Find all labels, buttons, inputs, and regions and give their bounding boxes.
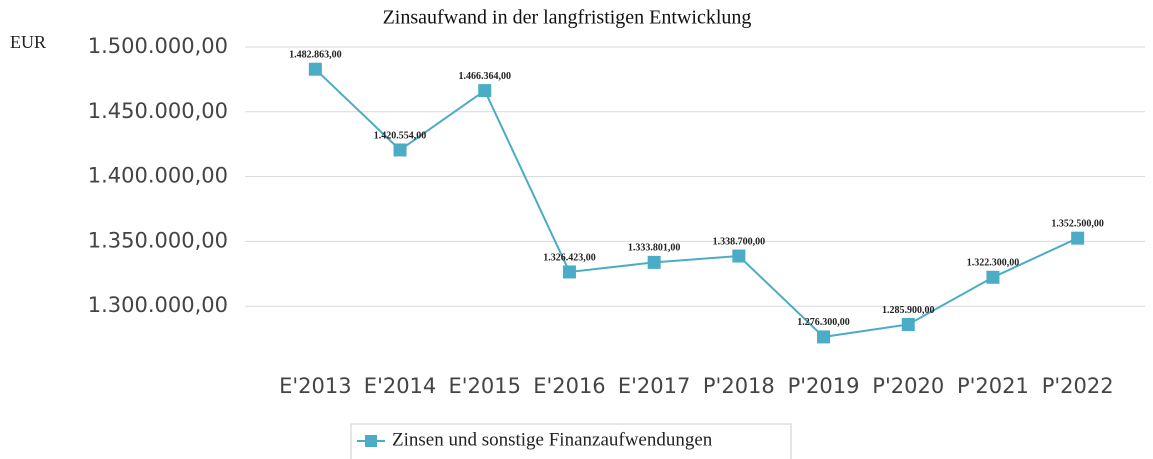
y-tick-label: 1.300.000,00 xyxy=(88,293,228,317)
x-tick-label: E'2017 xyxy=(618,374,691,398)
x-tick-label: E'2015 xyxy=(449,374,522,398)
y-tick-label: 1.350.000,00 xyxy=(88,228,228,252)
data-label: 1.333.801,00 xyxy=(628,243,681,254)
legend-marker xyxy=(365,435,377,447)
data-label: 1.338.700,00 xyxy=(713,236,766,247)
marker xyxy=(308,62,322,76)
x-tick-label: P'2021 xyxy=(957,374,1029,398)
marker xyxy=(393,143,407,157)
marker xyxy=(817,330,831,344)
marker xyxy=(986,270,1000,284)
marker xyxy=(647,255,661,269)
data-label: 1.482.863,00 xyxy=(289,50,342,61)
x-tick-label: P'2022 xyxy=(1042,374,1114,398)
marker xyxy=(901,317,915,331)
y-tick-label: 1.400.000,00 xyxy=(88,164,228,188)
x-tick-label: P'2019 xyxy=(788,374,860,398)
x-tick-label: E'2016 xyxy=(533,374,606,398)
marker xyxy=(732,249,746,263)
legend-box xyxy=(350,423,792,459)
x-tick-label: E'2013 xyxy=(279,374,352,398)
data-label: 1.322.300,00 xyxy=(967,258,1020,269)
data-label: 1.285.900,00 xyxy=(882,305,935,316)
marker xyxy=(478,84,492,98)
marker xyxy=(1071,231,1085,245)
data-label: 1.326.423,00 xyxy=(543,252,596,263)
x-tick-label: P'2020 xyxy=(872,374,944,398)
y-axis-label: EUR xyxy=(10,32,46,52)
y-tick-label: 1.450.000,00 xyxy=(88,99,228,123)
line xyxy=(314,68,1079,338)
y-tick-label: 1.500.000,00 xyxy=(88,34,228,58)
data-label: 1.466.364,00 xyxy=(459,71,512,82)
data-label: 1.420.554,00 xyxy=(374,130,427,141)
data-label: 1.352.500,00 xyxy=(1051,218,1104,229)
x-tick-label: P'2018 xyxy=(703,374,775,398)
marker xyxy=(562,265,576,279)
x-tick-label: E'2014 xyxy=(364,374,437,398)
legend-label: Zinsen und sonstige Finanzaufwendungen xyxy=(392,429,713,450)
chart-title: Zinsaufwand in der langfristigen Entwick… xyxy=(383,7,752,29)
data-label: 1.276.300,00 xyxy=(797,317,850,328)
